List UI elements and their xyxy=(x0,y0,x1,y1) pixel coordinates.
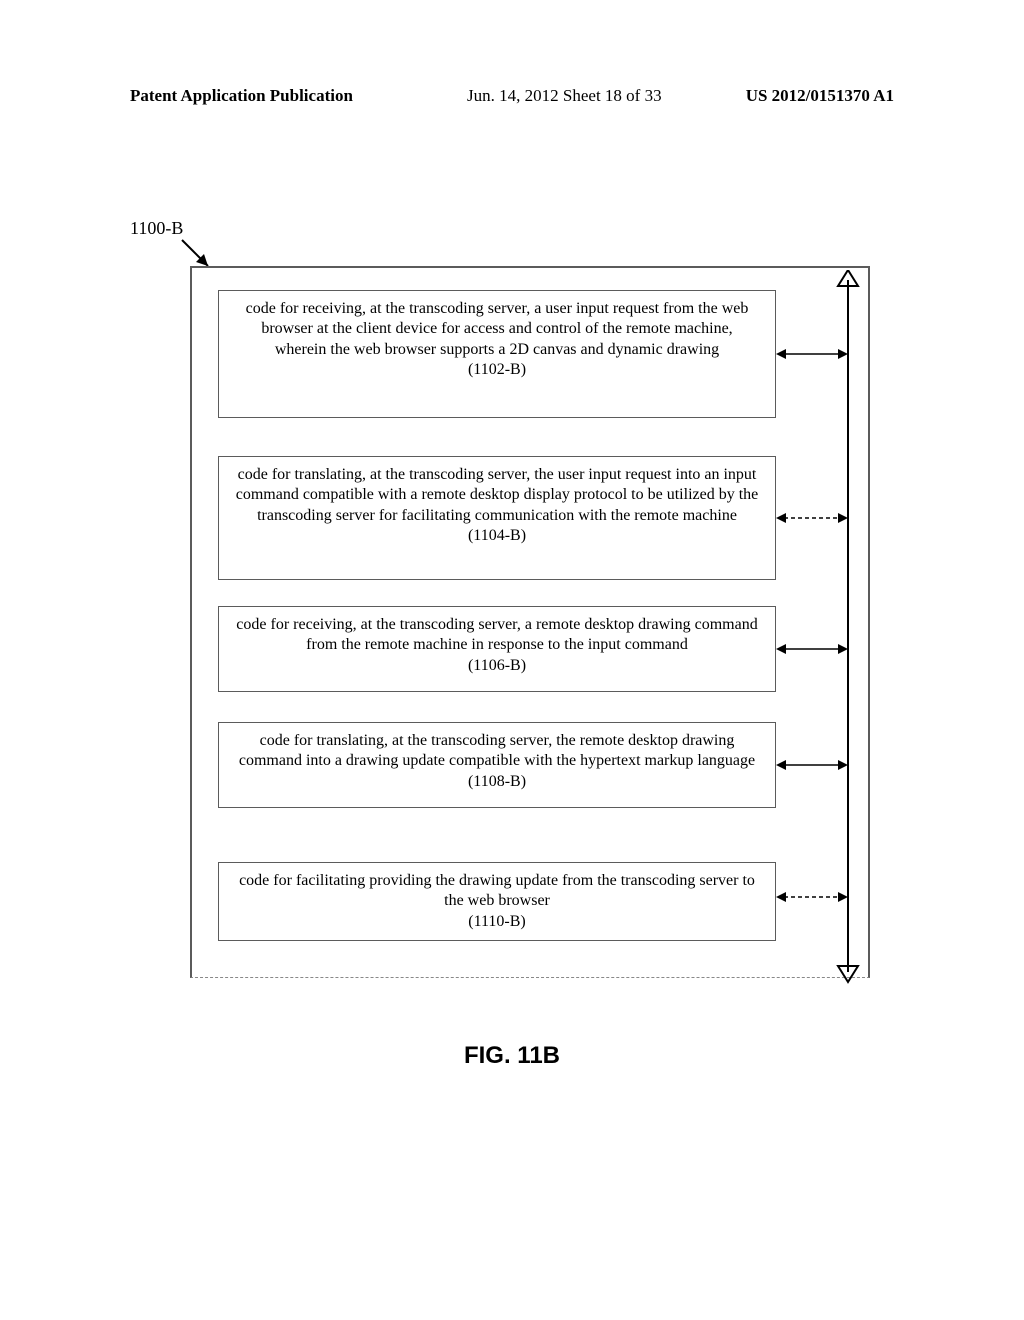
block-ref: (1110-B) xyxy=(235,912,759,932)
figure-caption: FIG. 11B xyxy=(0,1042,1024,1070)
vertical-flow-arrow xyxy=(836,270,860,986)
header-left: Patent Application Publication xyxy=(130,86,353,106)
code-block-1104-B: code for translating, at the transcoding… xyxy=(218,456,776,580)
block-ref: (1102-B) xyxy=(235,360,759,380)
connector-1102-B xyxy=(776,346,850,362)
block-text: code for translating, at the transcoding… xyxy=(235,731,759,772)
code-block-1106-B: code for receiving, at the transcoding s… xyxy=(218,606,776,692)
connector-1106-B xyxy=(776,641,850,657)
code-block-1110-B: code for facilitating providing the draw… xyxy=(218,862,776,941)
connector-1104-B xyxy=(776,510,850,526)
block-text: code for translating, at the transcoding… xyxy=(235,465,759,526)
block-text: code for receiving, at the transcoding s… xyxy=(235,299,759,360)
header-mid: Jun. 14, 2012 Sheet 18 of 33 xyxy=(467,86,662,106)
figure-reference: 1100-B xyxy=(130,218,183,239)
block-text: code for receiving, at the transcoding s… xyxy=(235,615,759,656)
connector-1108-B xyxy=(776,757,850,773)
code-block-1108-B: code for translating, at the transcoding… xyxy=(218,722,776,808)
header-right: US 2012/0151370 A1 xyxy=(746,86,894,106)
block-ref: (1108-B) xyxy=(235,772,759,792)
page-header: Patent Application Publication Jun. 14, … xyxy=(0,86,1024,106)
block-ref: (1104-B) xyxy=(235,526,759,546)
code-block-1102-B: code for receiving, at the transcoding s… xyxy=(218,290,776,418)
block-ref: (1106-B) xyxy=(235,656,759,676)
connector-1110-B xyxy=(776,889,850,905)
block-text: code for facilitating providing the draw… xyxy=(235,871,759,912)
